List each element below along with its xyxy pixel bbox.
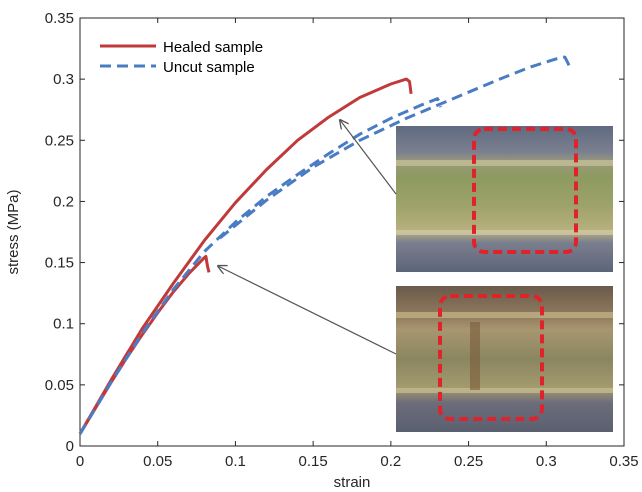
bottom-micrograph-inset xyxy=(396,286,613,432)
x-tick-label: 0.05 xyxy=(143,453,172,470)
legend: Healed sample Uncut sample xyxy=(100,39,263,76)
y-tick-label: 0.2 xyxy=(53,193,74,210)
y-tick-label: 0.25 xyxy=(45,132,74,149)
y-axis: 0 0.05 0.1 0.15 0.2 0.25 0.3 0.35 xyxy=(45,10,624,455)
bottom-micrograph-band xyxy=(396,312,613,318)
y-axis-title: stress (MPa) xyxy=(5,189,22,274)
y-tick-label: 0.35 xyxy=(45,10,74,27)
y-tick-label: 0.3 xyxy=(53,71,74,88)
x-tick-label: 0.35 xyxy=(609,453,638,470)
x-axis-title: strain xyxy=(334,474,371,491)
healed-cut-mark xyxy=(470,322,480,390)
series-line-uncut-3 xyxy=(218,55,573,240)
x-tick-label: 0.25 xyxy=(454,453,483,470)
top-micrograph-band xyxy=(396,160,613,166)
bottom-micrograph-photo xyxy=(396,286,613,432)
x-axis: 0 0.05 0.1 0.15 0.2 0.25 0.3 0.35 xyxy=(76,18,639,470)
legend-label-uncut: Uncut sample xyxy=(163,59,255,76)
top-micrograph-band-lower xyxy=(396,230,613,235)
series-layer xyxy=(78,55,573,435)
x-tick-label: 0 xyxy=(76,453,84,470)
bottom-callout-arrow xyxy=(218,266,397,355)
x-tick-label: 0.3 xyxy=(536,453,557,470)
series-line-healed-1 xyxy=(78,77,413,435)
legend-label-healed: Healed sample xyxy=(163,39,263,56)
y-tick-label: 0 xyxy=(66,438,74,455)
y-tick-label: 0.15 xyxy=(45,255,74,272)
series-line-uncut-2 xyxy=(78,97,443,435)
x-tick-label: 0.2 xyxy=(380,453,401,470)
y-tick-label: 0.05 xyxy=(45,377,74,394)
x-tick-label: 0.15 xyxy=(299,453,328,470)
top-micrograph-photo xyxy=(396,126,613,272)
x-tick-label: 0.1 xyxy=(225,453,246,470)
top-highlight-box xyxy=(472,127,578,254)
bottom-highlight-box xyxy=(438,294,544,421)
bottom-micrograph-band-lower xyxy=(396,388,613,393)
top-micrograph-inset xyxy=(396,126,613,272)
y-tick-label: 0.1 xyxy=(53,316,74,333)
top-callout-arrow xyxy=(340,120,397,195)
